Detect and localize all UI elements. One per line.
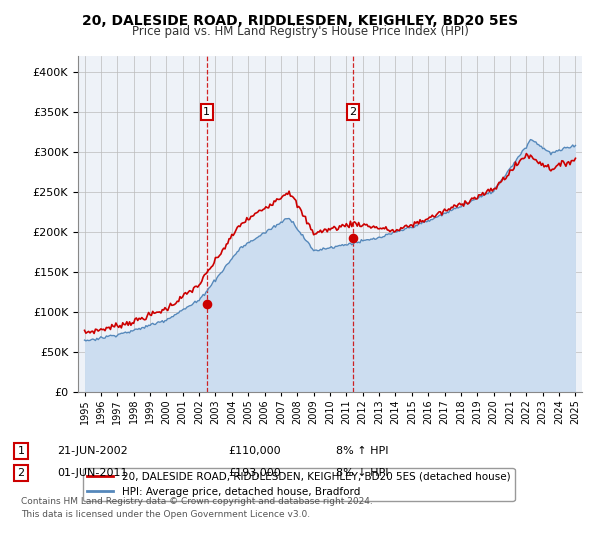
Text: 8% ↑ HPI: 8% ↑ HPI [336, 446, 389, 456]
Text: Price paid vs. HM Land Registry's House Price Index (HPI): Price paid vs. HM Land Registry's House … [131, 25, 469, 38]
Text: £110,000: £110,000 [228, 446, 281, 456]
Text: 1: 1 [17, 446, 25, 456]
Text: 01-JUN-2011: 01-JUN-2011 [57, 468, 128, 478]
Text: 1: 1 [203, 107, 210, 117]
Text: 8% ↓ HPI: 8% ↓ HPI [336, 468, 389, 478]
Text: Contains HM Land Registry data © Crown copyright and database right 2024.: Contains HM Land Registry data © Crown c… [21, 497, 373, 506]
Text: This data is licensed under the Open Government Licence v3.0.: This data is licensed under the Open Gov… [21, 510, 310, 519]
Text: 2: 2 [17, 468, 25, 478]
Text: £193,000: £193,000 [228, 468, 281, 478]
Text: 2: 2 [350, 107, 356, 117]
Point [348, 233, 358, 242]
Text: 21-JUN-2002: 21-JUN-2002 [57, 446, 128, 456]
Text: 20, DALESIDE ROAD, RIDDLESDEN, KEIGHLEY, BD20 5ES: 20, DALESIDE ROAD, RIDDLESDEN, KEIGHLEY,… [82, 14, 518, 28]
Legend: 20, DALESIDE ROAD, RIDDLESDEN, KEIGHLEY, BD20 5ES (detached house), HPI: Average: 20, DALESIDE ROAD, RIDDLESDEN, KEIGHLEY,… [83, 468, 515, 501]
Point [202, 300, 212, 309]
